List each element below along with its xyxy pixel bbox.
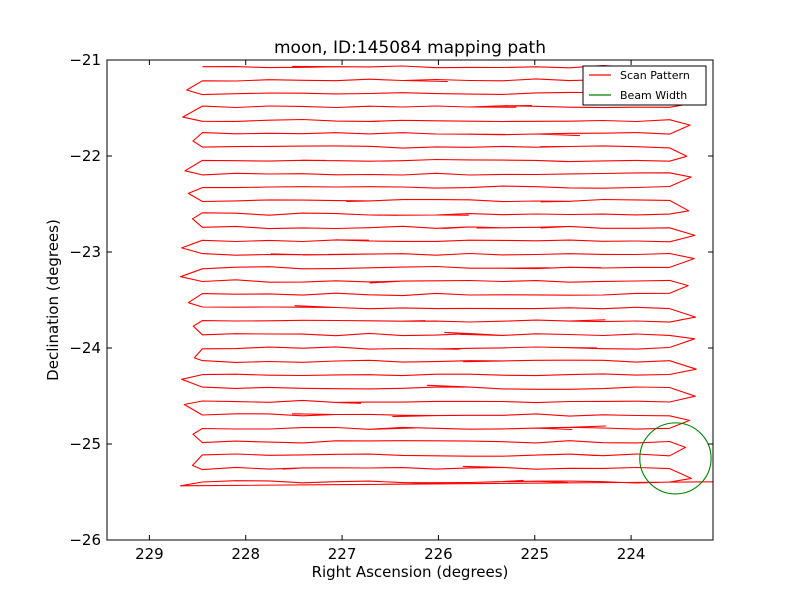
legend: Scan Pattern Beam Width	[582, 65, 707, 106]
axes-frame	[106, 59, 714, 541]
x-tick-label: 229	[135, 545, 164, 563]
x-tick-label: 226	[424, 545, 453, 563]
legend-label-beam-width: Beam Width	[620, 89, 687, 102]
legend-box	[582, 65, 707, 106]
legend-label-scan-pattern: Scan Pattern	[620, 69, 690, 82]
x-tick-label: 224	[617, 545, 646, 563]
x-tick-label: 225	[520, 545, 549, 563]
axes: 229 228 227 226 225 224 −21 −22 −23 −24 −25 −26	[69, 51, 714, 563]
x-axis-label: Right Ascension (degrees)	[312, 563, 509, 581]
series-beam-width	[639, 422, 712, 495]
x-tick-label: 228	[231, 545, 260, 563]
series-scan-pattern	[179, 65, 713, 487]
y-tick-label: −26	[69, 531, 101, 549]
x-tick-label: 227	[328, 545, 357, 563]
y-tick-label: −22	[69, 147, 101, 165]
plot-clip-group	[179, 65, 713, 495]
y-tick-label: −21	[69, 51, 101, 69]
y-tick-label: −24	[69, 339, 101, 357]
y-axis-label: Declination (degrees)	[44, 219, 62, 381]
y-tick-label: −25	[69, 435, 101, 453]
y-tick-label: −23	[69, 243, 101, 261]
chart-title: moon, ID:145084 mapping path	[274, 38, 546, 58]
plot-area	[179, 65, 713, 495]
